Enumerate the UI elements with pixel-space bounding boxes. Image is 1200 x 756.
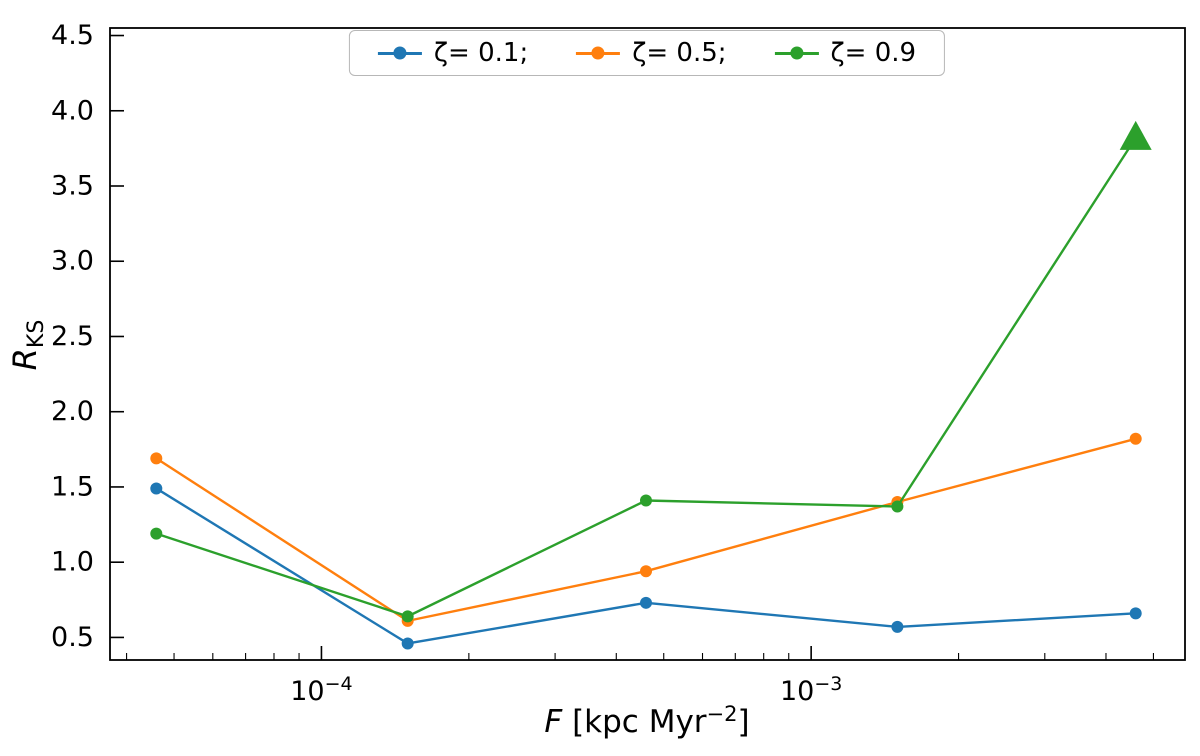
- legend-label: ζ= 0.9: [830, 38, 917, 68]
- y-axis-label: RKS: [6, 320, 49, 371]
- data-point-marker: [891, 620, 904, 633]
- legend-dot-icon: [790, 46, 804, 60]
- legend-item-zeta-0-9: ζ= 0.9: [774, 38, 917, 68]
- y-tick-label: 3.0: [51, 246, 94, 277]
- y-tick-label: 3.5: [51, 171, 94, 202]
- legend-dot-icon: [393, 46, 407, 60]
- legend-label: ζ= 0.5;: [632, 38, 727, 68]
- series-line-1: [155, 437, 1137, 623]
- x-axis-label: F [kpc Myr−2]: [544, 702, 749, 740]
- y-tick-label: 1.0: [51, 547, 94, 578]
- legend: ζ= 0.1; ζ= 0.5; ζ= 0.9: [348, 30, 946, 76]
- legend-line-marker-icon: [576, 46, 621, 60]
- legend-line-marker-icon: [377, 46, 422, 60]
- legend-line-marker-icon: [774, 46, 819, 60]
- data-point-marker: [891, 500, 904, 513]
- y-tick-label: 0.5: [51, 622, 94, 653]
- x-tick-label: 10−3: [780, 673, 842, 707]
- data-point-marker: [401, 610, 414, 623]
- data-point-marker: [1129, 607, 1142, 620]
- legend-item-zeta-0-1: ζ= 0.1;: [377, 38, 529, 68]
- data-point-marker: [1129, 432, 1142, 445]
- x-tick-label: 10−4: [290, 673, 352, 707]
- data-point-marker: [401, 637, 414, 650]
- data-point-marker: [150, 482, 163, 495]
- legend-item-zeta-0-5: ζ= 0.5;: [576, 38, 727, 68]
- data-point-marker: [150, 452, 163, 465]
- data-point-marker: [150, 527, 163, 540]
- data-point-marker: [640, 596, 653, 609]
- plot-frame: [109, 27, 1186, 661]
- series-line-2: [155, 137, 1137, 618]
- y-tick-label: 4.5: [51, 20, 94, 51]
- plot-generated-group: 10−4 10−3 0.5 1.0 1.5 2.0 2.5 3.0 3.5 4.0 4.5: [51, 20, 1186, 707]
- legend-label: ζ= 0.1;: [433, 38, 529, 68]
- data-point-marker: [640, 494, 653, 507]
- y-tick-label: 2.0: [51, 396, 94, 427]
- upper-limit-triangle-icon: [1119, 120, 1152, 150]
- data-point-marker: [640, 565, 653, 578]
- y-tick-label: 2.5: [51, 321, 94, 352]
- legend-dot-icon: [591, 46, 605, 60]
- y-tick-label: 1.5: [51, 471, 94, 502]
- y-tick-label: 4.0: [51, 95, 94, 126]
